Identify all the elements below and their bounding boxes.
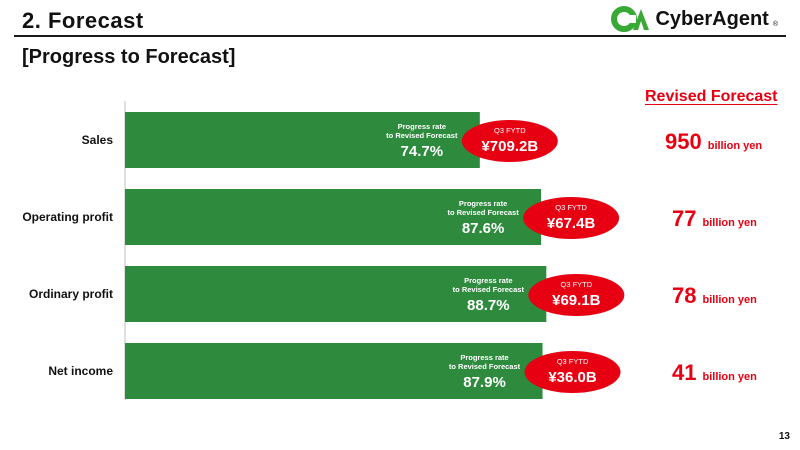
page-number: 13 [778, 431, 790, 442]
forecast-number: 41 [672, 360, 696, 385]
progress-rate-label: 87.9% [463, 374, 506, 391]
ytd-caption: Q3 FYTD [494, 126, 526, 135]
category-label: Net income [48, 364, 113, 378]
ytd-oval [524, 351, 621, 393]
progress-caption-line1: Progress rate [460, 353, 508, 362]
progress-caption-line2: to Revised Forecast [449, 362, 521, 371]
progress-caption-line2: to Revised Forecast [386, 131, 458, 140]
forecast-value: 78 billion yen [672, 283, 757, 308]
logo-text: CyberAgent [655, 7, 769, 30]
forecast-value: 950 billion yen [665, 129, 762, 154]
progress-caption-line1: Progress rate [464, 276, 512, 285]
forecast-number: 77 [672, 206, 696, 231]
progress-bar [125, 112, 480, 168]
revised-forecast-header: Revised Forecast [645, 88, 778, 105]
ytd-oval [523, 197, 620, 239]
forecast-unit: billion yen [702, 371, 757, 383]
ytd-oval [528, 274, 625, 316]
category-label: Sales [82, 133, 114, 147]
page-title: 2. Forecast [22, 8, 144, 33]
progress-rate-label: 88.7% [467, 297, 510, 314]
progress-rate-label: 87.6% [462, 220, 505, 237]
progress-caption-line2: to Revised Forecast [447, 208, 519, 217]
progress-bar [125, 343, 543, 399]
ytd-value: ¥36.0B [548, 369, 597, 386]
forecast-value: 77 billion yen [672, 206, 757, 231]
ytd-value: ¥67.4B [547, 215, 596, 232]
progress-caption-line1: Progress rate [398, 122, 446, 131]
progress-caption-line2: to Revised Forecast [453, 285, 525, 294]
forecast-number: 950 [665, 129, 702, 154]
cyberagent-logo-icon [611, 6, 650, 32]
forecast-number: 78 [672, 283, 696, 308]
forecast-unit: billion yen [702, 294, 757, 306]
ytd-caption: Q3 FYTD [557, 357, 589, 366]
ytd-value: ¥69.1B [552, 292, 601, 309]
progress-rate-label: 74.7% [401, 143, 444, 160]
ytd-caption: Q3 FYTD [560, 280, 592, 289]
forecast-value: 41 billion yen [672, 360, 757, 385]
category-label: Ordinary profit [29, 287, 113, 301]
section-subtitle: [Progress to Forecast] [22, 46, 236, 68]
progress-bar [125, 189, 542, 245]
progress-caption-line1: Progress rate [459, 199, 507, 208]
forecast-unit: billion yen [708, 140, 763, 152]
ytd-oval [461, 120, 558, 162]
header-divider [14, 35, 786, 37]
logo-registered-mark: ® [772, 21, 778, 28]
company-logo: CyberAgent ® [611, 6, 778, 32]
forecast-unit: billion yen [702, 217, 757, 229]
ytd-value: ¥709.2B [481, 138, 538, 155]
ytd-caption: Q3 FYTD [555, 203, 587, 212]
category-label: Operating profit [22, 210, 113, 224]
progress-bar [125, 266, 547, 322]
